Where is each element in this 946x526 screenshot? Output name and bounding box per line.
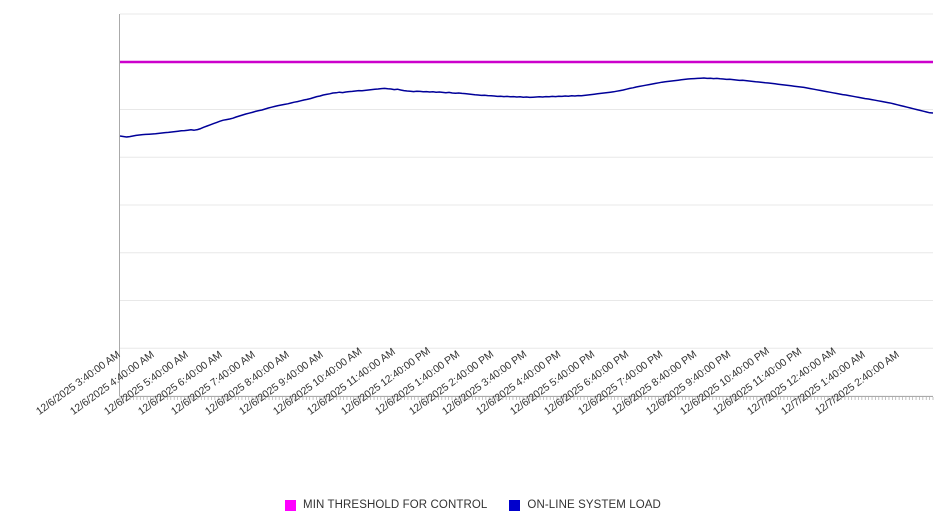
legend-item-min-threshold-for-control[interactable]: MIN THRESHOLD FOR CONTROL (285, 499, 487, 511)
legend-swatch-icon (509, 499, 521, 511)
gridlines (120, 13, 933, 397)
legend-item-label: ON-LINE SYSTEM LOAD (527, 499, 661, 511)
legend-item-label: MIN THRESHOLD FOR CONTROL (303, 499, 488, 511)
legend-swatch-icon (285, 499, 297, 511)
load-series-line (119, 77, 934, 138)
chart-svg (119, 13, 934, 400)
x-axis-label-group: 12/6/2025 3:40:00 AM 12/6/2025 4:40:00 AM… (0, 345, 946, 496)
chart-legend: MIN THRESHOLD FOR CONTROL ON-LINE SYSTEM… (0, 494, 946, 516)
legend-item-on-line-system-load[interactable]: ON-LINE SYSTEM LOAD (509, 499, 661, 511)
x-axis-ticks (119, 397, 934, 400)
plot-area (119, 13, 934, 400)
